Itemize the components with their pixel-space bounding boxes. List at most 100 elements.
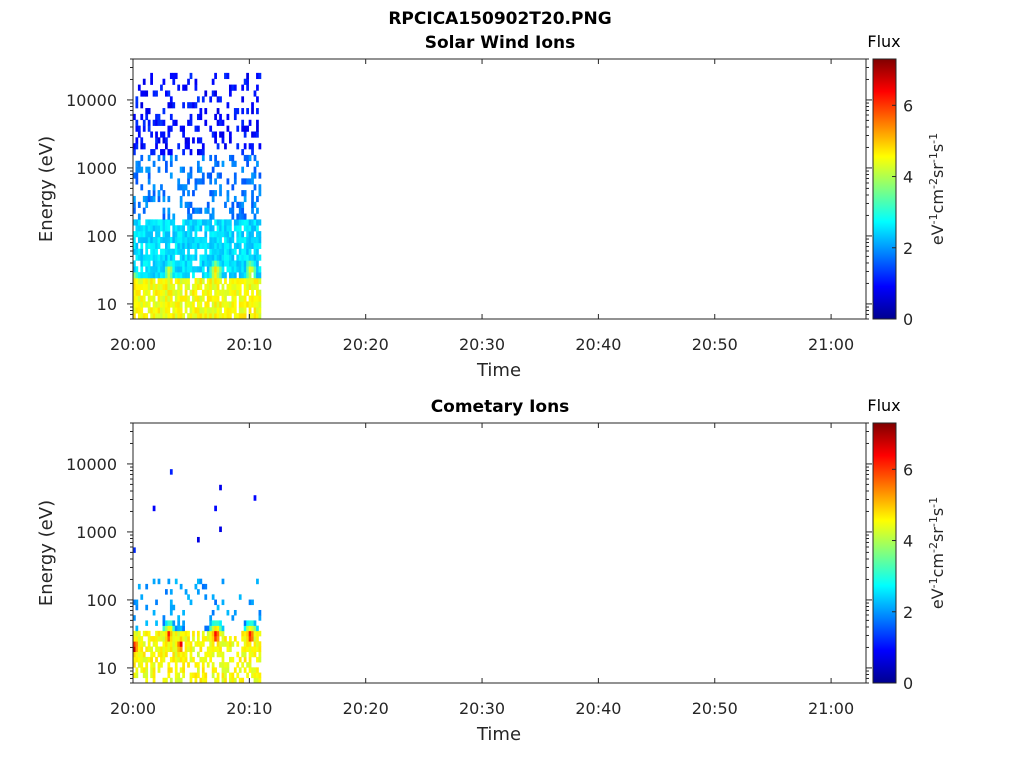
- heatmap-cell: [145, 201, 149, 208]
- heatmap-cell: [209, 178, 213, 185]
- heatmap-cell: [199, 641, 203, 647]
- heatmap-cell: [238, 266, 242, 273]
- heatmap-cell: [246, 154, 249, 162]
- heatmap-cell: [135, 125, 139, 132]
- heatmap-cell: [140, 102, 144, 109]
- heatmap-cell: [179, 272, 183, 279]
- heatmap-cell: [228, 242, 232, 249]
- heatmap-cell: [135, 231, 139, 238]
- heatmap-cell: [253, 667, 257, 673]
- heatmap-cell: [187, 143, 190, 150]
- heatmap-cell: [169, 295, 173, 302]
- heatmap-cell: [167, 289, 171, 296]
- heatmap-cell: [253, 625, 257, 632]
- heatmap-cell: [221, 119, 225, 126]
- heatmap-cell: [224, 248, 227, 255]
- colorbar-unit-label: eV-1cm-2sr-1s-1: [927, 497, 947, 609]
- heatmap-cells: [133, 72, 262, 320]
- heatmap-cell: [196, 266, 200, 273]
- heatmap-cell: [172, 636, 176, 642]
- heatmap-cell: [189, 641, 193, 647]
- heatmap-cell: [174, 651, 178, 658]
- heatmap-cell: [238, 254, 242, 261]
- heatmap-cell: [236, 313, 240, 320]
- heatmap-cell: [248, 295, 252, 302]
- heatmap-cell: [199, 677, 203, 684]
- heatmap-cell: [182, 625, 185, 632]
- heatmap-cell: [211, 78, 215, 85]
- heatmap-cell: [221, 260, 225, 267]
- heatmap-cell: [221, 131, 225, 138]
- heatmap-cell: [145, 677, 149, 684]
- heatmap-cell: [209, 313, 213, 320]
- heatmap-cell: [137, 231, 141, 238]
- heatmap-cell: [216, 96, 220, 103]
- heatmap-cell: [209, 248, 213, 255]
- heatmap-cell: [172, 119, 176, 126]
- heatmap-cell: [147, 283, 151, 290]
- heatmap-cell: [135, 225, 139, 232]
- heatmap-cell: [201, 254, 205, 261]
- heatmap-cell: [187, 172, 190, 179]
- heatmap-cell: [145, 266, 149, 273]
- heatmap-cell: [248, 656, 252, 663]
- heatmap-cell: [226, 242, 230, 249]
- heatmap-cell: [206, 266, 210, 273]
- heatmap-cell: [133, 242, 136, 249]
- heatmap-cell: [216, 651, 220, 658]
- heatmap-cell: [133, 662, 136, 668]
- heatmap-cell: [246, 620, 249, 626]
- heatmap-cell: [204, 594, 208, 600]
- heatmap-cell: [184, 236, 188, 244]
- heatmap-cell: [172, 260, 176, 267]
- heatmap-cell: [219, 254, 222, 261]
- heatmap-cell: [256, 277, 259, 285]
- heatmap-cell: [140, 254, 144, 261]
- heatmap-cell: [248, 599, 252, 606]
- heatmap-cell: [179, 636, 183, 642]
- heatmap-cell: [165, 677, 168, 684]
- heatmap-cell: [199, 295, 203, 302]
- heatmap-cell: [137, 236, 141, 244]
- heatmap-cell: [167, 662, 171, 668]
- heatmap-cell: [231, 184, 235, 191]
- heatmap-cell: [246, 84, 249, 91]
- heatmap-cell: [196, 160, 200, 167]
- heatmap-cell: [182, 225, 185, 232]
- heatmap-cell: [206, 260, 210, 267]
- heatmap-cell: [196, 96, 200, 103]
- heatmap-cell: [231, 283, 235, 290]
- heatmap-cell: [211, 651, 215, 658]
- heatmap-cell: [246, 219, 249, 226]
- y-tick-label: 10000: [66, 91, 117, 110]
- heatmap-cell: [140, 137, 144, 144]
- heatmap-cell: [248, 283, 252, 290]
- heatmap-cell: [179, 677, 183, 684]
- heatmap-cell: [192, 219, 195, 226]
- heatmap-cell: [221, 248, 225, 255]
- heatmap-cell: [167, 667, 171, 673]
- heatmap-cell: [155, 266, 158, 273]
- heatmap-cell: [160, 149, 163, 156]
- heatmap-cell: [179, 283, 183, 290]
- heatmap-cell: [258, 266, 262, 273]
- heatmap-cell: [253, 636, 257, 642]
- heatmap-cell: [184, 589, 188, 595]
- heatmap-cell: [189, 254, 193, 261]
- heatmap-cell: [219, 242, 222, 249]
- heatmap-cell: [172, 219, 176, 226]
- heatmap-cell: [189, 166, 193, 173]
- heatmap-cell: [256, 677, 259, 684]
- heatmap-cell: [243, 219, 247, 226]
- heatmap-cell: [194, 677, 198, 684]
- heatmap-cell: [248, 231, 252, 238]
- heatmap-cell: [145, 313, 149, 320]
- heatmap-cell: [192, 289, 195, 296]
- heatmap-cell: [155, 620, 158, 626]
- heatmap-cell: [258, 242, 262, 249]
- heatmap-cell: [206, 207, 210, 214]
- heatmap-cell: [241, 166, 245, 173]
- heatmap-cell: [169, 277, 173, 285]
- x-tick-label: 20:50: [692, 335, 738, 354]
- heatmap-cell: [211, 266, 215, 273]
